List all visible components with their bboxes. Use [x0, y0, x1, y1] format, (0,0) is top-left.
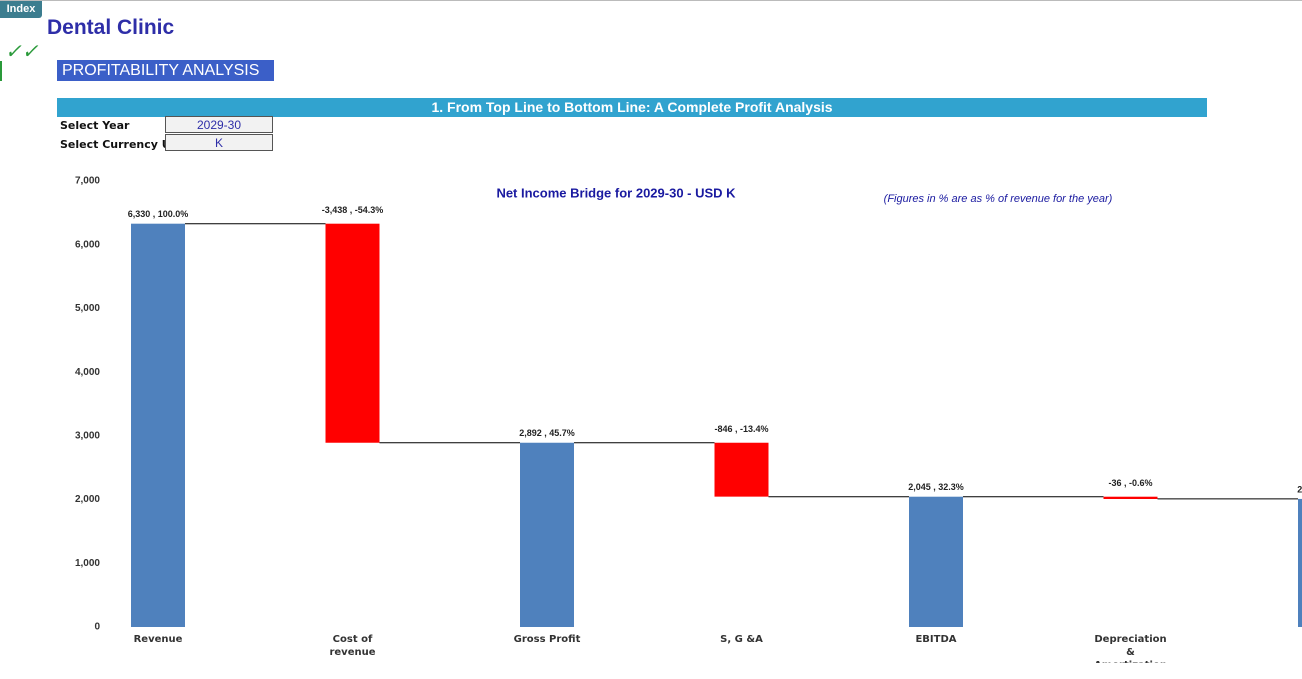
- data-label: 2,010 , 31.8%: [1297, 484, 1302, 494]
- x-label-box: Depreciation & Amortization: [1094, 634, 1167, 663]
- x-label-box: EBITDA: [915, 634, 957, 645]
- x-tick-label: Revenue: [133, 634, 183, 645]
- x-tick-label: Gross Profit: [513, 634, 581, 645]
- x-label-box: Cost of revenue: [329, 634, 376, 658]
- y-tick-label: 2,000: [75, 494, 100, 505]
- input-label: Select Year: [60, 119, 130, 132]
- data-label: -36 , -0.6%: [1108, 478, 1152, 488]
- bar: [1103, 496, 1158, 499]
- y-tick-label: 4,000: [75, 367, 100, 378]
- x-tick-label: EBIT: [1285, 633, 1302, 646]
- x-tick-label: Depreciation & Amortization: [1094, 634, 1167, 663]
- x-tick-label: EBITDA: [915, 634, 957, 645]
- data-label: 2,045 , 32.3%: [908, 482, 964, 492]
- bar: [1298, 498, 1302, 627]
- y-tick-label: 0: [94, 622, 100, 633]
- chart-note: (Figures in % are as % of revenue for th…: [884, 193, 1113, 205]
- chart-title: Net Income Bridge for 2029-30 - USD K: [496, 185, 736, 200]
- x-label-box: Revenue: [133, 634, 183, 645]
- title: Dental Clinic: [47, 16, 175, 39]
- bar: [131, 223, 185, 627]
- data-label: 2,892 , 45.7%: [519, 428, 575, 438]
- x-label-box: EBIT: [1265, 633, 1302, 663]
- input-cell[interactable]: 2029-30: [165, 116, 273, 133]
- x-label-box: Gross Profit: [513, 634, 581, 645]
- x-label-box: S, G &A: [720, 634, 763, 645]
- y-tick-label: 3,000: [75, 430, 100, 441]
- bar: [714, 442, 769, 497]
- bar: [325, 223, 380, 443]
- input-cell[interactable]: K: [165, 134, 273, 151]
- x-tick-label: S, G &A: [720, 634, 763, 645]
- y-tick-label: 1,000: [75, 558, 100, 569]
- y-tick-label: 6,000: [75, 239, 100, 250]
- check-icon: ✓✓: [5, 41, 39, 63]
- data-label: 6,330 , 100.0%: [128, 209, 189, 219]
- bar: [909, 496, 963, 627]
- index-tab[interactable]: Index: [0, 1, 42, 18]
- subtitle: PROFITABILITY ANALYSIS: [57, 60, 274, 81]
- input-label: Select Currency Uni: [60, 138, 165, 151]
- section-header: 1. From Top Line to Bottom Line: A Compl…: [57, 98, 1207, 117]
- bar: [520, 442, 574, 627]
- y-tick-label: 7,000: [75, 176, 100, 187]
- y-tick-label: 5,000: [75, 303, 100, 314]
- data-label: -846 , -13.4%: [714, 424, 768, 434]
- marker: [0, 61, 2, 81]
- x-tick-label: Cost of revenue: [329, 634, 376, 658]
- data-label: -3,438 , -54.3%: [322, 205, 384, 215]
